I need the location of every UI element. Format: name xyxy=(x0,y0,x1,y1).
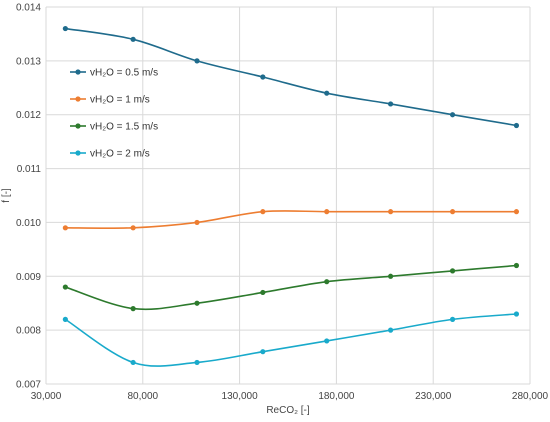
y-tick-label: 0.010 xyxy=(16,218,41,229)
y-tick-label: 0.011 xyxy=(17,164,42,175)
data-point xyxy=(194,219,200,226)
data-point xyxy=(62,225,68,231)
legend-label: vH₂O = 2 m/s xyxy=(90,149,150,160)
data-point xyxy=(260,349,266,355)
data-point xyxy=(260,74,266,80)
y-tick-label: 0.007 xyxy=(16,380,41,391)
x-tick-label: 80,000 xyxy=(128,391,159,402)
y-tick-label: 0.008 xyxy=(16,326,41,337)
grid-layer xyxy=(45,6,531,385)
legend-item: vH₂O = 0.5 m/s xyxy=(70,68,158,79)
x-tick-label: 280,000 xyxy=(512,391,549,402)
data-point xyxy=(62,284,68,290)
x-axis-label: ReCO₂ [-] xyxy=(266,405,310,416)
legend-item: vH₂O = 2 m/s xyxy=(70,149,150,160)
data-point xyxy=(388,209,394,215)
data-point xyxy=(260,209,266,215)
series-line-3 xyxy=(65,264,517,311)
x-tick-label: 130,000 xyxy=(222,391,259,402)
legend-item: vH₂O = 1.5 m/s xyxy=(70,122,158,133)
data-point xyxy=(62,25,68,32)
data-point xyxy=(449,209,456,215)
axes-layer: 0.007 0.008 0.009 0.010 0.011 0.012 0.013 0.014… xyxy=(16,3,549,403)
data-point xyxy=(449,316,456,322)
data-point xyxy=(388,273,394,279)
legend-marker xyxy=(75,150,81,156)
data-point xyxy=(194,300,200,306)
legend-marker xyxy=(75,96,81,102)
data-point xyxy=(513,122,520,129)
legend-label: vH₂O = 1 m/s xyxy=(90,95,150,106)
data-point xyxy=(324,90,330,96)
data-point xyxy=(260,289,266,296)
legend-label: vH₂O = 0.5 m/s xyxy=(90,68,158,79)
x-tick-label: 180,000 xyxy=(318,391,355,402)
data-point xyxy=(324,279,330,285)
legend-item: vH₂O = 1 m/s xyxy=(70,95,150,106)
data-point xyxy=(130,36,136,42)
y-axis-label: f [-] xyxy=(1,188,12,203)
data-point xyxy=(513,209,520,215)
y-tick-label: 0.012 xyxy=(16,110,41,121)
data-point xyxy=(130,225,136,231)
y-tick-label: 0.013 xyxy=(16,56,41,67)
data-point xyxy=(62,316,68,322)
data-point xyxy=(324,338,330,344)
data-point xyxy=(388,101,394,107)
data-point xyxy=(449,112,456,118)
data-point xyxy=(513,262,520,269)
data-point xyxy=(130,306,136,312)
series-line-4 xyxy=(64,313,517,367)
legend-label: vH₂O = 1.5 m/s xyxy=(90,122,158,133)
series-line-1 xyxy=(65,27,517,127)
data-point xyxy=(449,268,456,274)
series-layer xyxy=(62,25,520,367)
data-point xyxy=(194,58,200,64)
x-tick-label: 230,000 xyxy=(415,391,452,402)
data-point xyxy=(130,359,136,366)
data-point xyxy=(388,327,394,333)
data-point xyxy=(513,311,520,317)
x-tick-label: 30,000 xyxy=(31,391,62,402)
y-tick-label: 0.009 xyxy=(16,272,41,283)
legend-marker xyxy=(75,69,81,75)
legend-marker xyxy=(75,123,81,129)
legend: vH₂O = 0.5 m/s vH₂O = 1 m/s vH₂O = 1.5 m/s… xyxy=(70,68,158,160)
data-point xyxy=(324,209,330,215)
y-tick-label: 0.014 xyxy=(16,3,41,14)
data-point xyxy=(194,359,200,366)
